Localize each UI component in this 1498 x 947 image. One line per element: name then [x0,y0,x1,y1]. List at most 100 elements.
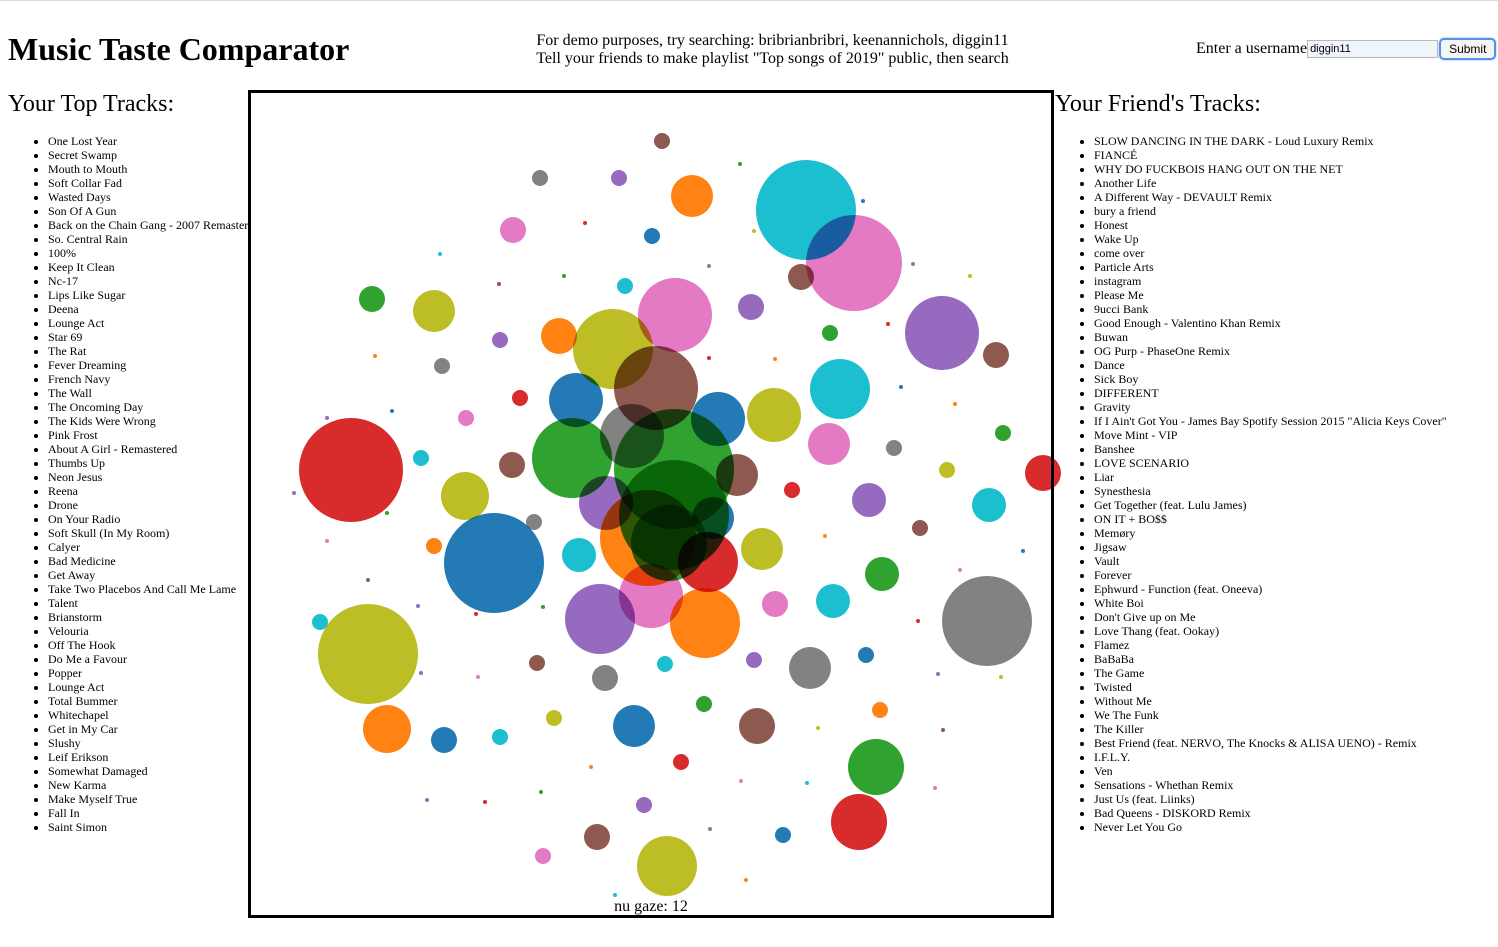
genre-bubble[interactable] [861,199,865,203]
genre-bubble[interactable] [936,672,940,676]
genre-bubble[interactable] [541,605,545,609]
genre-bubble[interactable] [636,797,652,813]
genre-bubble[interactable] [762,591,788,617]
genre-bubble[interactable] [474,612,478,616]
genre-bubble[interactable] [654,133,670,149]
genre-bubble[interactable] [613,705,655,747]
genre-bubble[interactable] [325,416,329,420]
genre-bubble[interactable] [492,729,508,745]
genre-bubble[interactable] [673,754,689,770]
genre-bubble[interactable] [535,848,551,864]
genre-bubble[interactable] [805,781,809,785]
genre-bubble[interactable] [738,294,764,320]
genre-bubble[interactable] [458,410,474,426]
genre-bubble[interactable] [373,354,377,358]
genre-bubble[interactable] [385,511,389,515]
genre-bubble[interactable] [532,418,612,498]
genre-bubble[interactable] [584,824,610,850]
genre-bubble[interactable] [589,765,593,769]
genre-bubble[interactable] [529,655,545,671]
genre-bubble[interactable] [426,538,442,554]
genre-bubble[interactable] [707,356,711,360]
genre-bubble[interactable] [619,564,683,628]
genre-bubble[interactable] [512,390,528,406]
genre-bubble[interactable] [438,252,442,256]
genre-bubble[interactable] [499,452,525,478]
genre-bubble[interactable] [644,228,660,244]
genre-bubble[interactable] [708,827,712,831]
genre-bubble[interactable] [444,513,544,613]
genre-bubble[interactable] [359,286,385,312]
genre-bubble[interactable] [492,332,508,348]
genre-bubble[interactable] [953,402,957,406]
genre-bubble[interactable] [773,357,777,361]
genre-bubble[interactable] [611,170,627,186]
genre-bubble[interactable] [670,588,740,658]
genre-bubble[interactable] [983,342,1009,368]
genre-bubble[interactable] [808,423,850,465]
genre-bubble[interactable] [823,534,827,538]
genre-bubble[interactable] [318,604,418,704]
genre-bubble[interactable] [441,472,489,520]
genre-bubble[interactable] [325,539,329,543]
genre-bubble[interactable] [413,290,455,332]
genre-bubble[interactable] [413,450,429,466]
genre-bubble[interactable] [999,675,1003,679]
genre-bubble[interactable] [431,727,457,753]
genre-bubble[interactable] [657,656,673,672]
genre-bubble[interactable] [741,528,783,570]
genre-bubble[interactable] [476,675,480,679]
genre-bubble[interactable] [872,702,888,718]
genre-bubble[interactable] [816,584,850,618]
genre-bubble[interactable] [911,262,915,266]
genre-bubble[interactable] [744,878,748,882]
genre-bubble[interactable] [546,710,562,726]
genre-bubble[interactable] [549,373,603,427]
genre-bubble[interactable] [707,264,711,268]
genre-bubble[interactable] [292,491,296,495]
genre-bubble[interactable] [789,647,831,689]
genre-bubble[interactable] [739,708,775,744]
genre-bubble[interactable] [483,800,487,804]
genre-bubble[interactable] [500,217,526,243]
genre-bubble[interactable] [933,786,937,790]
genre-bubble[interactable] [671,175,713,217]
genre-bubble[interactable] [425,798,429,802]
genre-bubble[interactable] [532,170,548,186]
genre-bubble[interactable] [912,520,928,536]
genre-bubble[interactable] [939,462,955,478]
genre-bubble[interactable] [613,893,617,897]
genre-bubble[interactable] [886,440,902,456]
genre-bubble[interactable] [788,264,814,290]
genre-bubble[interactable] [312,614,328,630]
genre-bubble[interactable] [696,696,712,712]
genre-bubble[interactable] [852,483,886,517]
genre-bubble[interactable] [638,278,712,352]
username-input[interactable] [1307,40,1439,58]
genre-bubble[interactable] [831,794,887,850]
genre-bubble[interactable] [784,482,800,498]
genre-bubble[interactable] [747,388,801,442]
genre-bubble[interactable] [972,488,1006,522]
genre-bubble[interactable] [419,671,423,675]
genre-bubble[interactable] [865,557,899,591]
genre-bubble[interactable] [539,790,543,794]
genre-bubble[interactable] [858,647,874,663]
genre-bubble[interactable] [637,836,697,896]
genre-bubble[interactable] [916,619,920,623]
genre-bubble[interactable] [899,385,903,389]
genre-bubble[interactable] [752,229,756,233]
genre-bubble[interactable] [678,532,738,592]
genre-bubble[interactable] [299,418,403,522]
genre-bubble[interactable] [746,652,762,668]
genre-bubble[interactable] [942,576,1032,666]
genre-bubble[interactable] [497,282,501,286]
genre-bubble[interactable] [810,359,870,419]
genre-bubble[interactable] [617,278,633,294]
genre-bubble[interactable] [905,296,979,370]
genre-bubble[interactable] [565,584,635,654]
genre-bubble[interactable] [775,827,791,843]
genre-bubble[interactable] [738,162,742,166]
genre-bubble[interactable] [822,325,838,341]
genre-bubble[interactable] [941,728,945,732]
